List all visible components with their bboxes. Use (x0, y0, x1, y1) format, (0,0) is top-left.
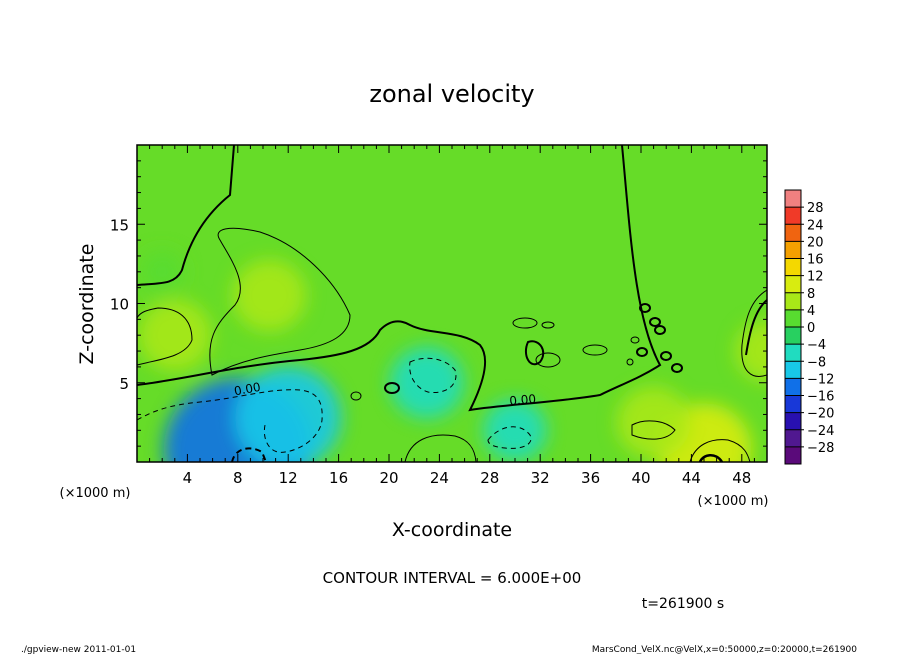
x-tick-label: 44 (682, 469, 701, 487)
x-unit-left: (×1000 m) (60, 486, 131, 501)
colorbar-swatch (785, 258, 801, 277)
x-tick-label: 36 (581, 469, 600, 487)
colorbar-swatch (785, 361, 801, 379)
x-tick-label: 4 (183, 469, 193, 487)
contour-label: 0.00 (509, 392, 537, 408)
colorbar-label: −24 (807, 424, 834, 439)
contour-label: 0.00 (233, 380, 262, 398)
colorbar-swatch (785, 446, 801, 465)
x-tick-label: 48 (732, 469, 751, 487)
colorbar-label: −28 (807, 441, 834, 456)
field-blob (137, 299, 212, 372)
colorbar: 28 24 20 16 12 8 4 0 −4 −8 −12 −16 −20 −24 −28 (784, 189, 834, 465)
x-tick-label: 8 (233, 469, 243, 487)
colorbar-label: 0 (807, 321, 815, 336)
colorbar-swatch (785, 190, 801, 208)
colorbar-swatch (785, 429, 801, 448)
field-blob (141, 251, 184, 293)
plot-area: 0.00 0.00 (137, 145, 767, 462)
x-tick-label: 40 (631, 469, 650, 487)
field-blob (483, 399, 547, 462)
colorbar-swatch (785, 395, 801, 414)
y-tick-label: 15 (110, 216, 129, 234)
y-axis-title: Z-coordinate (76, 244, 98, 365)
colorbar-label: 24 (807, 218, 824, 233)
colorbar-label: 28 (807, 201, 824, 216)
time-label: t=261900 s (642, 596, 724, 612)
x-tick-label: 12 (279, 469, 298, 487)
y-tick-label: 10 (110, 296, 129, 314)
field-blob (235, 366, 342, 462)
y-tick-label: 5 (119, 375, 129, 393)
colorbar-swatch (785, 292, 801, 311)
colorbar-label: 20 (807, 235, 824, 250)
x-axis: 4 8 12 16 20 24 28 32 36 40 44 48 (149, 145, 755, 487)
colorbar-label: −20 (807, 407, 834, 422)
field-blob (389, 346, 464, 419)
contour-lines (137, 145, 767, 462)
colorbar-swatch (785, 309, 801, 328)
colorbar-swatch (785, 241, 801, 259)
colorbar-swatch (785, 327, 801, 345)
colorbar-label: 4 (807, 304, 815, 319)
colorbar-label: 16 (807, 253, 824, 268)
colorbar-label: −4 (807, 338, 826, 353)
chart-title: zonal velocity (369, 80, 534, 108)
colorbar-label: −16 (807, 390, 834, 405)
colorbar-swatch (785, 275, 801, 294)
colorbar-label: −12 (807, 372, 834, 387)
colorbar-swatch (785, 224, 801, 242)
velocity-field (137, 251, 767, 462)
field-blob (232, 259, 307, 332)
contour-labels: 0.00 0.00 (233, 380, 537, 408)
contour-interval: CONTOUR INTERVAL = 6.000E+00 (323, 569, 582, 587)
x-unit-right: (×1000 m) (698, 494, 769, 509)
y-axis: 5 10 15 (110, 160, 767, 447)
colorbar-swatch (785, 412, 801, 431)
x-tick-label: 20 (379, 469, 398, 487)
colorbar-swatch (785, 378, 801, 396)
field-blob (616, 386, 691, 459)
colorbar-swatch (785, 207, 801, 225)
colorbar-label: 8 (807, 287, 815, 302)
x-tick-label: 16 (329, 469, 348, 487)
footer-left: ./gpview-new 2011-01-01 (21, 645, 136, 654)
x-tick-label: 28 (480, 469, 499, 487)
colorbar-label: 12 (807, 270, 824, 285)
x-tick-label: 24 (430, 469, 449, 487)
footer-right: MarsCond_VelX.nc@VelX,x=0:50000,z=0:2000… (592, 645, 857, 654)
colorbar-swatch (785, 344, 801, 362)
colorbar-label: −8 (807, 355, 826, 370)
x-axis-title: X-coordinate (392, 519, 512, 541)
x-tick-label: 32 (531, 469, 550, 487)
